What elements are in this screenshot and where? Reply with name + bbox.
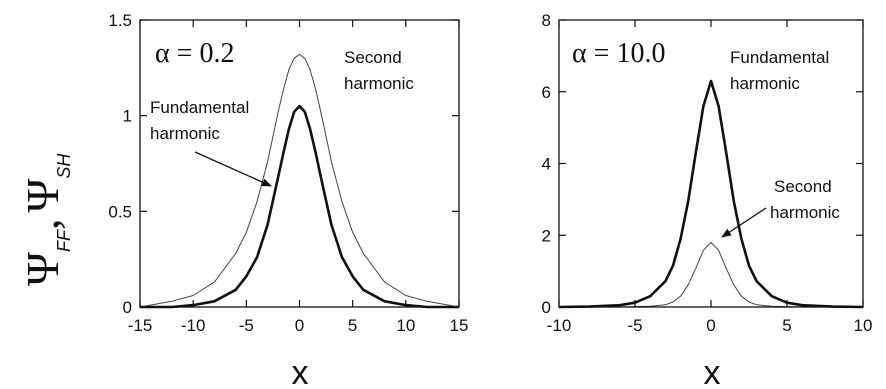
- y-label-psi-sh: Ψ: [17, 179, 68, 213]
- right-fundamental-line1: Fundamental: [730, 48, 829, 67]
- left-x-tick-label: 15: [450, 316, 469, 335]
- left-fundamental-line1: Fundamental: [150, 98, 249, 117]
- right-x-tick-label: 0: [706, 316, 715, 335]
- right-alpha-label: α = 10.0: [572, 38, 665, 69]
- right-plot-lines: [558, 79, 864, 309]
- left-x-tick-label: -10: [181, 316, 206, 335]
- left-plot-lines: [139, 53, 460, 309]
- left-fundamental-label: Fundamental harmonic: [150, 98, 254, 143]
- left-x-tick-label: 5: [348, 316, 357, 335]
- left-series-second-harmonic-line: [139, 53, 460, 308]
- left-second-harmonic-line2: harmonic: [344, 74, 414, 93]
- right-y-tick-label: 8: [542, 11, 551, 30]
- right-series-fundamental-line: [558, 79, 864, 309]
- right-x-tick-label: 10: [854, 316, 873, 335]
- left-alpha-label: α = 0.2: [155, 38, 234, 69]
- left-fundamental-arrow: [194, 151, 272, 187]
- right-ticks: -10 -5 0 5 10 0 2 4 6 8: [542, 11, 873, 335]
- left-fundamental-line2: harmonic: [150, 124, 220, 143]
- left-x-tick-label: -5: [239, 316, 254, 335]
- right-x-tick-label: 5: [782, 316, 791, 335]
- left-y-tick-label: 0: [123, 298, 132, 317]
- right-x-tick-label: -10: [547, 316, 572, 335]
- right-series-second-harmonic-line: [559, 241, 863, 308]
- left-series-fundamental-line: [140, 104, 459, 309]
- svg-text:ΨFF,ΨSH: ΨFF,ΨSH: [17, 153, 74, 286]
- right-x-axis-label: x: [704, 354, 721, 389]
- left-panel: -15 -10 -5 0 5 10 15 0 0.5 1 1.5 α = 0.2 Second ha…: [108, 11, 468, 389]
- left-y-tick-label: 1: [123, 107, 132, 126]
- y-label-psi-ff: Ψ: [17, 252, 68, 286]
- right-second-harmonic-line2: harmonic: [770, 203, 840, 222]
- right-second-harmonic-label: Second harmonic: [770, 177, 840, 222]
- right-x-tick-label: -5: [627, 316, 642, 335]
- left-x-tick-label: 0: [295, 316, 304, 335]
- left-x-tick-label: 10: [396, 316, 415, 335]
- left-ticks: -15 -10 -5 0 5 10 15 0 0.5 1 1.5: [108, 11, 468, 335]
- right-y-tick-label: 6: [542, 83, 551, 102]
- right-second-harmonic-arrow: [721, 207, 767, 238]
- left-x-axis-label: x: [292, 354, 309, 389]
- y-label-sub-sh: SH: [54, 153, 74, 179]
- y-label-separator: ,: [17, 219, 68, 231]
- y-axis-label: ΨFF,ΨSH: [17, 153, 74, 286]
- left-second-harmonic-label: Second harmonic: [344, 48, 414, 93]
- right-y-tick-label: 4: [542, 155, 551, 174]
- right-panel: -10 -5 0 5 10 0 2 4 6 8 α = 10.0 Fundamental harm…: [542, 11, 873, 389]
- left-y-tick-label: 0.5: [108, 202, 132, 221]
- left-second-harmonic-line1: Second: [344, 48, 402, 67]
- y-label-sub-ff: FF: [54, 229, 74, 252]
- right-y-tick-label: 2: [542, 226, 551, 245]
- right-fundamental-line2: harmonic: [730, 74, 800, 93]
- left-x-tick-label: -15: [128, 316, 153, 335]
- right-y-tick-label: 0: [542, 298, 551, 317]
- right-fundamental-label: Fundamental harmonic: [730, 48, 834, 93]
- right-second-harmonic-line1: Second: [774, 177, 832, 196]
- left-y-tick-label: 1.5: [108, 11, 132, 30]
